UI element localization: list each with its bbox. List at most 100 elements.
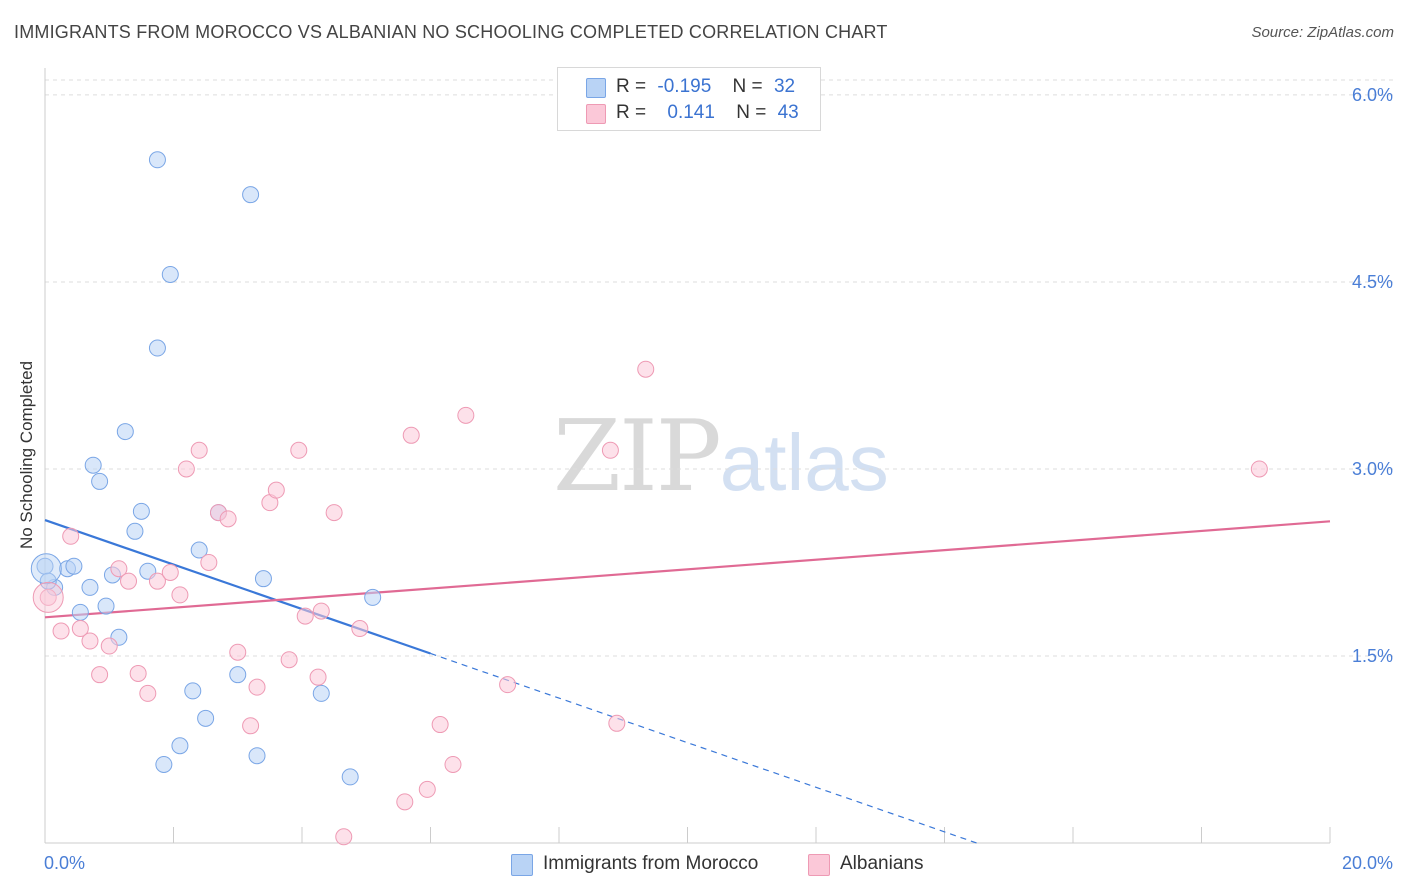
grid-lines <box>45 79 1395 657</box>
y-tick-label: 1.5% <box>1352 646 1393 666</box>
morocco-point <box>81 578 99 596</box>
correlation-legend: R = -0.195 N = 32 R = 0.141 N = 43 <box>557 67 821 131</box>
albanians-point <box>351 620 369 638</box>
albanians-point <box>312 602 330 620</box>
legend-n-label: N = <box>736 102 767 123</box>
morocco-point <box>97 597 115 615</box>
legend-label-morocco: Immigrants from Morocco <box>543 853 759 874</box>
morocco-point <box>341 768 359 786</box>
albanians-point <box>200 553 218 571</box>
x-tick-label: 0.0% <box>44 853 85 873</box>
albanians-point <box>52 622 70 640</box>
albanians-point <box>309 668 327 686</box>
albanians-point <box>62 527 80 545</box>
morocco-point <box>171 737 189 755</box>
morocco-point <box>248 747 266 765</box>
legend-swatch-albanians <box>586 104 606 124</box>
albanians-point <box>335 828 353 846</box>
morocco-point <box>229 666 247 684</box>
albanians-point <box>444 755 462 773</box>
data-points <box>30 151 1268 846</box>
legend-r-label: R = <box>616 102 647 123</box>
legend-r-label: R = <box>616 76 647 97</box>
legend-swatch-morocco <box>586 78 606 98</box>
albanians-trend-line <box>44 520 1331 619</box>
morocco-point <box>116 423 134 441</box>
morocco-point <box>30 553 62 585</box>
series-legend: Immigrants from Morocco Albanians <box>0 852 1406 878</box>
albanians-point <box>129 664 147 682</box>
morocco-point <box>197 709 215 727</box>
albanians-point <box>110 560 128 578</box>
morocco-point <box>132 502 150 520</box>
albanians-point <box>325 504 343 522</box>
albanians-point <box>71 620 89 638</box>
watermark-atlas: atlas <box>719 418 889 507</box>
legend-n-value: 43 <box>777 102 799 123</box>
morocco-point <box>161 265 179 283</box>
morocco-trend-extension <box>430 652 977 844</box>
albanians-point <box>177 460 195 478</box>
legend-swatch-morocco <box>511 854 533 876</box>
albanians-point <box>148 572 166 590</box>
morocco-point <box>254 570 272 588</box>
morocco-point <box>190 541 208 559</box>
albanians-point <box>637 360 655 378</box>
morocco-point <box>364 588 382 606</box>
y-tick-label: 4.5% <box>1352 272 1393 292</box>
albanians-point <box>402 426 420 444</box>
legend-n-label: N = <box>732 76 763 97</box>
albanians-point <box>39 588 57 606</box>
morocco-point <box>126 522 144 540</box>
morocco-point <box>148 151 166 169</box>
morocco-point <box>155 755 173 773</box>
legend-r-value: -0.195 <box>657 76 712 97</box>
morocco-trend-line <box>44 519 431 655</box>
morocco-point <box>91 472 109 490</box>
albanians-point <box>139 684 157 702</box>
morocco-point <box>184 682 202 700</box>
albanians-point <box>280 651 298 669</box>
legend-label-albanians: Albanians <box>840 853 924 874</box>
watermark: ZIPatlas <box>553 400 889 514</box>
albanians-point <box>81 632 99 650</box>
albanians-point <box>229 643 247 661</box>
albanians-point <box>171 586 189 604</box>
legend-r-value: 0.141 <box>667 102 715 123</box>
albanians-point <box>457 406 475 424</box>
morocco-point <box>312 684 330 702</box>
tick-labels: 1.5% 3.0% 4.5% 6.0% 0.0% 20.0% <box>44 85 1393 873</box>
albanians-point <box>601 441 619 459</box>
morocco-point <box>148 339 166 357</box>
chart-title: IMMIGRANTS FROM MOROCCO VS ALBANIAN NO S… <box>14 22 888 42</box>
x-tick-label: 20.0% <box>1342 853 1393 873</box>
legend-n-value: 32 <box>773 76 796 97</box>
albanians-point <box>120 572 138 590</box>
albanians-point <box>91 666 109 684</box>
legend-swatch-albanians <box>808 854 830 876</box>
morocco-point <box>84 456 102 474</box>
watermark-zip: ZIP <box>553 400 722 514</box>
albanians-point <box>219 510 237 528</box>
albanians-point <box>396 793 414 811</box>
albanians-point <box>1250 460 1268 478</box>
albanians-point <box>100 637 118 655</box>
albanians-point <box>431 716 449 734</box>
albanians-point <box>190 441 208 459</box>
source-label: Source: ZipAtlas.com <box>1251 24 1394 41</box>
albanians-point <box>161 563 179 581</box>
y-tick-label: 3.0% <box>1352 459 1393 479</box>
albanians-point <box>242 717 260 735</box>
y-tick-label: 6.0% <box>1352 85 1393 105</box>
albanians-point <box>32 581 64 613</box>
morocco-point <box>71 603 89 621</box>
albanians-point <box>290 441 308 459</box>
albanians-point <box>248 678 266 696</box>
albanians-point <box>267 481 285 499</box>
morocco-point <box>242 186 260 204</box>
albanians-point <box>296 607 314 625</box>
albanians-point <box>499 676 517 694</box>
morocco-point <box>65 557 83 575</box>
axes <box>44 68 1331 844</box>
